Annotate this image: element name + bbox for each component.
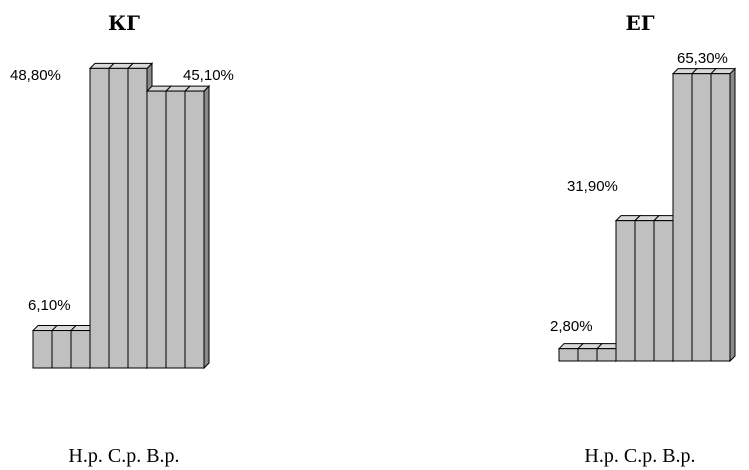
- bar-column: [634, 220, 655, 362]
- bar-column: [32, 330, 53, 369]
- value-label: 6,10%: [28, 297, 71, 314]
- bar-top-segment: [126, 62, 154, 69]
- bar-side: [729, 67, 736, 363]
- value-label: 65,30%: [677, 50, 728, 67]
- bar: [614, 214, 680, 363]
- value-label-group: 6,10% 48,80% 45,10%: [10, 67, 234, 314]
- bar: [671, 67, 737, 363]
- bar-side: [203, 84, 210, 370]
- bar-column: [89, 67, 110, 369]
- category-label: С.р.: [619, 445, 657, 467]
- category-labels: Н.р. С.р. В.р.: [68, 445, 179, 467]
- value-label: 2,80%: [550, 318, 593, 335]
- bar-top-segment: [183, 85, 211, 92]
- bar: [88, 62, 154, 370]
- value-label: 48,80%: [10, 67, 61, 84]
- bar-group: [31, 62, 211, 370]
- value-label: 45,10%: [183, 67, 234, 84]
- chart-eg: ЕГ 2,80% 31,90% 65,30% Н.р. С.р. В.р.: [550, 11, 737, 467]
- bar: [31, 324, 97, 370]
- bar-column: [51, 330, 72, 369]
- bar: [145, 84, 211, 370]
- category-label: В.р.: [657, 445, 695, 467]
- value-label-group: 2,80% 31,90% 65,30%: [550, 50, 728, 335]
- bar-column: [653, 220, 674, 362]
- bar-column: [691, 73, 712, 362]
- bar-group: [557, 67, 737, 363]
- bar-column: [165, 90, 186, 369]
- bar-column: [596, 348, 617, 362]
- value-label: 31,90%: [567, 178, 618, 195]
- chart-title: ЕГ: [625, 11, 654, 35]
- bar-column: [70, 330, 91, 369]
- bar-column: [558, 348, 579, 362]
- category-label-group: Н.р. С.р. В.р.: [584, 445, 695, 467]
- bar-column: [615, 220, 636, 362]
- category-label: С.р.: [103, 445, 141, 467]
- bar-column: [672, 73, 693, 362]
- bar-column: [577, 348, 598, 362]
- bar: [557, 342, 623, 363]
- bar-column: [146, 90, 167, 369]
- category-label: В.р.: [141, 445, 179, 467]
- bar-column: [710, 73, 731, 362]
- bar-column: [184, 90, 205, 369]
- chart-title: КГ: [108, 11, 140, 35]
- category-label-group: Н.р. С.р. В.р.: [68, 445, 179, 467]
- chart-kg: КГ 6,10% 48,80% 45,10% Н.р. С.р. В.р.: [10, 11, 234, 467]
- bar-top-segment: [709, 68, 737, 75]
- bar-column: [127, 67, 148, 369]
- category-label: Н.р.: [584, 445, 618, 467]
- category-label: Н.р.: [68, 445, 102, 467]
- category-labels: Н.р. С.р. В.р.: [584, 445, 695, 467]
- bar-column: [108, 67, 129, 369]
